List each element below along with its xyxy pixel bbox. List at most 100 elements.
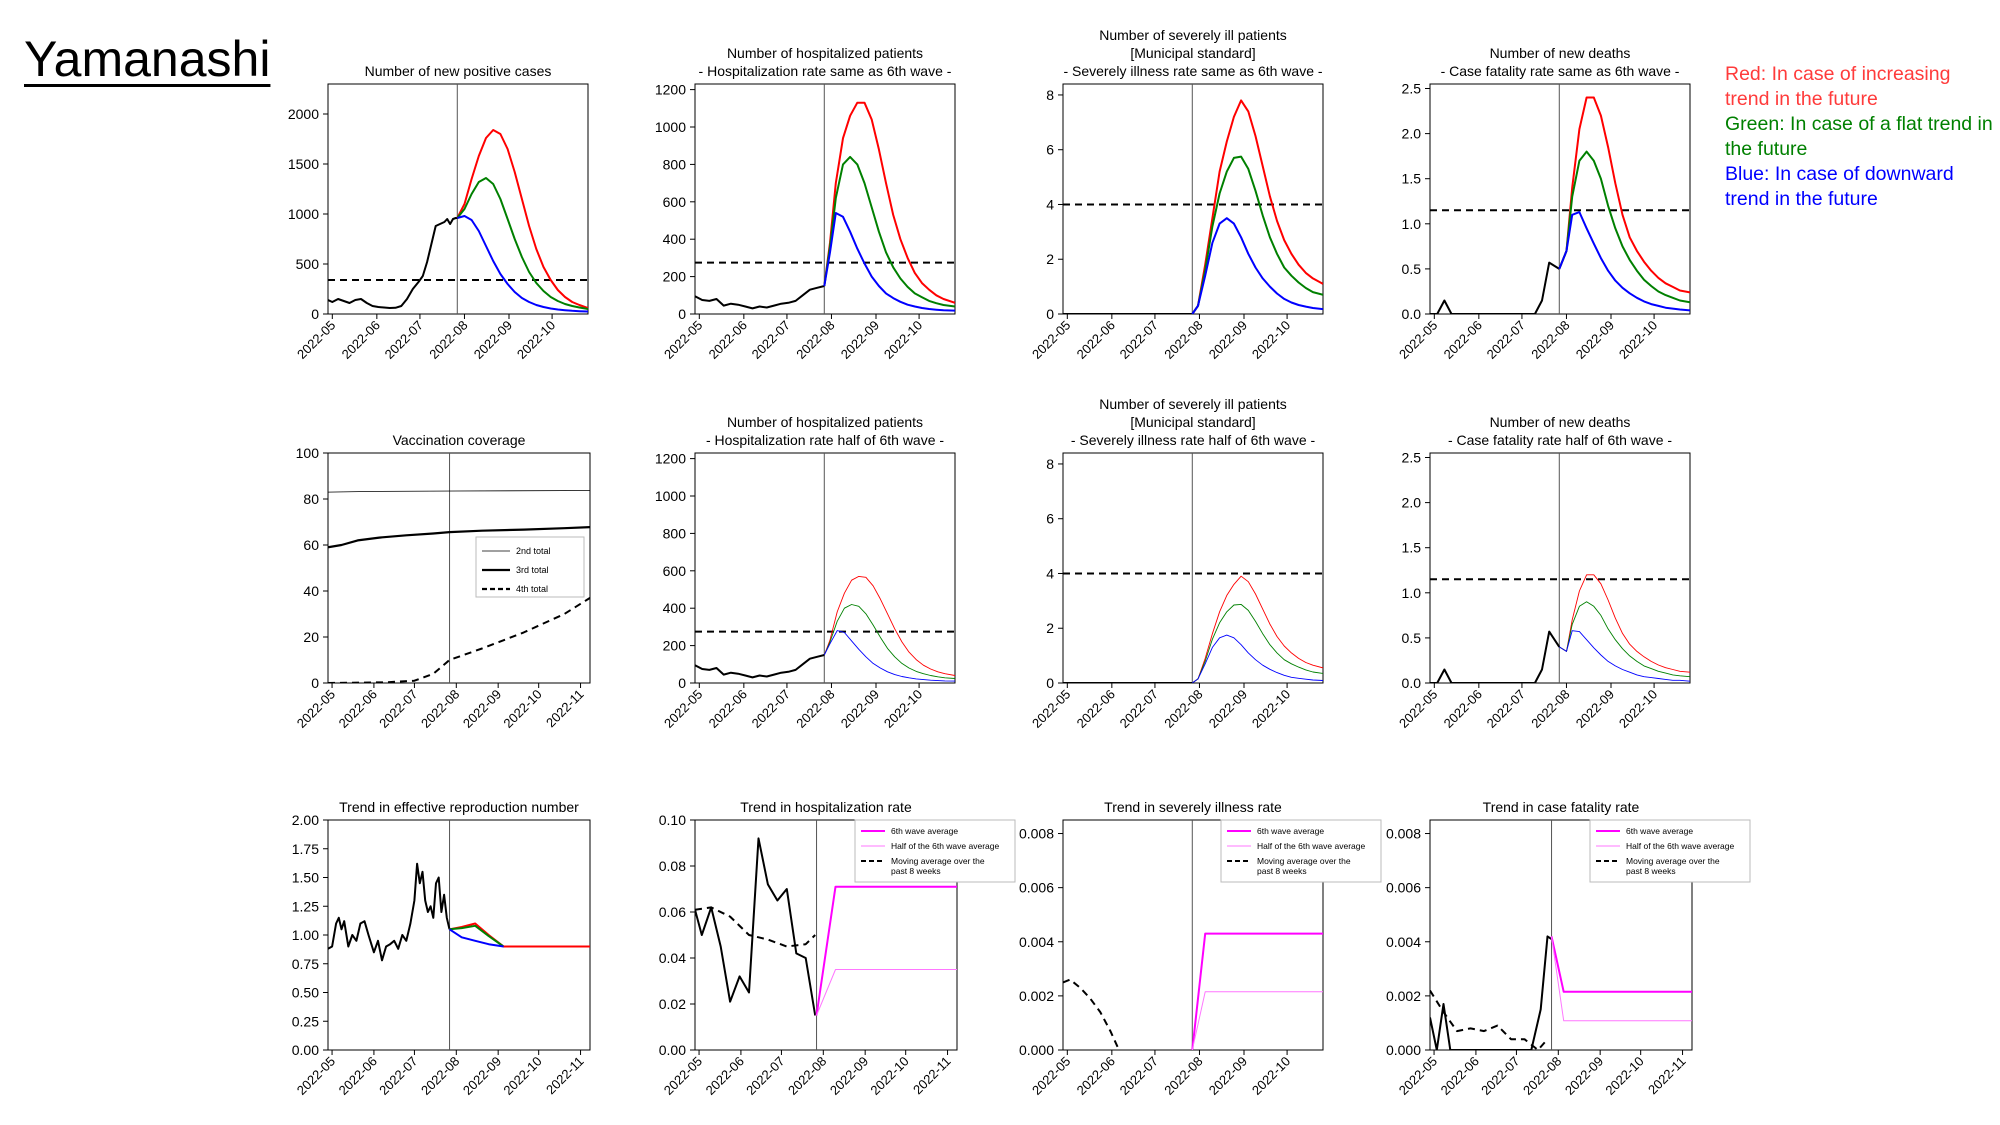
x-tick-label: 2022-10 bbox=[1249, 318, 1293, 362]
y-tick-label: 0.000 bbox=[1386, 1042, 1421, 1058]
severely-ill-half-rate-title: [Municipal standard] bbox=[1130, 414, 1255, 430]
x-tick-label: 2022-08 bbox=[793, 687, 837, 731]
x-tick-label: 2022-05 bbox=[1029, 318, 1073, 362]
series-moving-average bbox=[695, 906, 816, 948]
x-tick-label: 2022-07 bbox=[376, 687, 420, 731]
x-tick-label: 2022-09 bbox=[460, 687, 504, 731]
severely-illness-rate-title: Trend in severely illness rate bbox=[1104, 799, 1282, 815]
x-tick-label: 2022-10 bbox=[1602, 1054, 1646, 1098]
y-tick-label: 600 bbox=[663, 194, 687, 210]
y-tick-label: 1.25 bbox=[292, 898, 319, 914]
hospitalized-half-rate-title: - Hospitalization rate half of 6th wave … bbox=[706, 432, 944, 448]
vaccination-coverage-legend: 2nd total 3rd total 4th total bbox=[475, 536, 585, 598]
series-flat bbox=[823, 604, 955, 679]
series-half-6th-wave bbox=[1191, 991, 1323, 1050]
x-tick-label: 2022-07 bbox=[376, 1054, 420, 1098]
x-tick-label: 2022-09 bbox=[1573, 318, 1617, 362]
hospitalized-6th-rate-chart: Number of hospitalized patients - Hospita… bbox=[655, 45, 956, 362]
reproduction-number-chart: Trend in effective reproduction number 0.… bbox=[292, 799, 591, 1098]
y-tick-label: 0.002 bbox=[1386, 988, 1421, 1004]
new-positive-cases-title: Number of new positive cases bbox=[365, 63, 552, 79]
severely-ill-half-rate-frame bbox=[1062, 452, 1324, 684]
series-flat bbox=[823, 155, 955, 308]
y-tick-label: 8 bbox=[1046, 87, 1054, 103]
x-tick-label: 2022-06 bbox=[1074, 318, 1118, 362]
x-tick-label: 2022-05 bbox=[661, 1054, 705, 1098]
x-tick-label: 2022-11 bbox=[543, 1054, 587, 1098]
y-tick-label: 600 bbox=[663, 563, 687, 579]
hospitalization-rate-frame bbox=[694, 819, 958, 1051]
x-tick-label: 2022-09 bbox=[1206, 687, 1250, 731]
x-tick-label: 2022-08 bbox=[793, 318, 837, 362]
severely-ill-half-rate-title: Number of severely ill patients bbox=[1099, 396, 1287, 412]
y-tick-label: 0.004 bbox=[1019, 934, 1054, 950]
series-decrease bbox=[1191, 217, 1323, 314]
x-tick-label: 2022-05 bbox=[1029, 687, 1073, 731]
series-increase bbox=[1559, 574, 1690, 673]
new-deaths-half-rate-chart: Number of new deaths - Case fatality rate… bbox=[1396, 414, 1691, 731]
series-observed bbox=[1430, 630, 1561, 683]
x-tick-label: 2022-07 bbox=[382, 318, 426, 362]
x-tick-label: 2022-05 bbox=[294, 1054, 338, 1098]
x-tick-label: 2022-10 bbox=[881, 318, 925, 362]
legend-label: Moving average over the bbox=[891, 856, 985, 866]
x-tick-label: 2022-05 bbox=[1029, 1054, 1073, 1098]
x-tick-label: 2022-07 bbox=[1484, 687, 1528, 731]
scenario-legend: Red: In case of increasing trend in the … bbox=[1725, 62, 1995, 212]
new-deaths-half-rate-title: Number of new deaths bbox=[1490, 414, 1631, 430]
page-title: Yamanashi bbox=[24, 31, 271, 87]
x-tick-label: 2022-08 bbox=[418, 687, 462, 731]
series-half-6th-wave bbox=[816, 969, 957, 1016]
series-4th-total bbox=[328, 597, 590, 683]
y-tick-label: 0 bbox=[1046, 675, 1054, 691]
legend-label: past 8 weeks bbox=[891, 866, 941, 876]
hospitalization-rate-legend: 6th wave average Half of the 6th wave ave… bbox=[854, 819, 1016, 883]
x-tick-label: 2022-09 bbox=[1562, 1054, 1606, 1098]
y-tick-label: 0.04 bbox=[659, 950, 686, 966]
x-tick-label: 2022-06 bbox=[336, 687, 380, 731]
y-tick-label: 800 bbox=[663, 156, 687, 172]
new-positive-cases-frame bbox=[327, 83, 589, 315]
series-decrease bbox=[1192, 634, 1323, 683]
x-tick-label: 2022-08 bbox=[418, 1054, 462, 1098]
legend-label: Moving average over the bbox=[1626, 856, 1720, 866]
new-deaths-6th-rate-chart: Number of new deaths - Case fatality rate… bbox=[1396, 45, 1691, 362]
legend-label: 2nd total bbox=[516, 546, 551, 556]
series-increase bbox=[1192, 575, 1323, 683]
y-tick-label: 0.06 bbox=[659, 904, 686, 920]
x-tick-label: 2022-06 bbox=[339, 318, 383, 362]
series-increase bbox=[823, 575, 955, 676]
y-tick-label: 1.75 bbox=[292, 841, 319, 857]
x-tick-label: 2022-07 bbox=[1117, 318, 1161, 362]
legend-label: Half of the 6th wave average bbox=[891, 841, 999, 851]
severely-ill-6th-rate-title: - Severely illness rate same as 6th wave… bbox=[1063, 63, 1322, 79]
x-tick-label: 2022-10 bbox=[514, 318, 558, 362]
series-increase bbox=[1191, 99, 1323, 314]
hospitalization-rate-chart: Trend in hospitalization rate 0.00 0.02 0.0… bbox=[659, 799, 1016, 1098]
severely-illness-rate-legend: 6th wave average Half of the 6th wave ave… bbox=[1220, 819, 1382, 883]
x-tick-label: 2022-08 bbox=[1161, 1054, 1205, 1098]
y-tick-label: 0.008 bbox=[1019, 826, 1054, 842]
series-flat bbox=[1191, 155, 1323, 314]
x-tick-label: 2022-08 bbox=[426, 318, 470, 362]
series-decrease bbox=[457, 215, 588, 313]
x-tick-label: 2022-06 bbox=[1441, 318, 1485, 362]
y-tick-label: 4 bbox=[1046, 565, 1054, 581]
y-tick-label: 1500 bbox=[288, 156, 319, 172]
x-tick-label: 2022-08 bbox=[1528, 687, 1572, 731]
series-observed bbox=[695, 285, 825, 310]
series-6th-wave bbox=[1550, 936, 1692, 993]
y-tick-label: 2.0 bbox=[1402, 126, 1422, 142]
x-tick-label: 2022-07 bbox=[749, 687, 793, 731]
series-increase bbox=[456, 129, 588, 309]
x-tick-label: 2022-09 bbox=[471, 318, 515, 362]
y-tick-label: 0.5 bbox=[1402, 261, 1422, 277]
hospitalized-half-rate-title: Number of hospitalized patients bbox=[727, 414, 923, 430]
y-tick-label: 0.50 bbox=[292, 985, 319, 1001]
x-tick-label: 2022-09 bbox=[827, 1054, 871, 1098]
y-tick-label: 0.000 bbox=[1019, 1042, 1054, 1058]
y-tick-label: 400 bbox=[663, 600, 687, 616]
series-flat bbox=[1192, 603, 1323, 683]
legend-label: 6th wave average bbox=[1626, 826, 1693, 836]
scenario-legend-blue: Blue: In case of downward trend in the f… bbox=[1725, 163, 1954, 210]
